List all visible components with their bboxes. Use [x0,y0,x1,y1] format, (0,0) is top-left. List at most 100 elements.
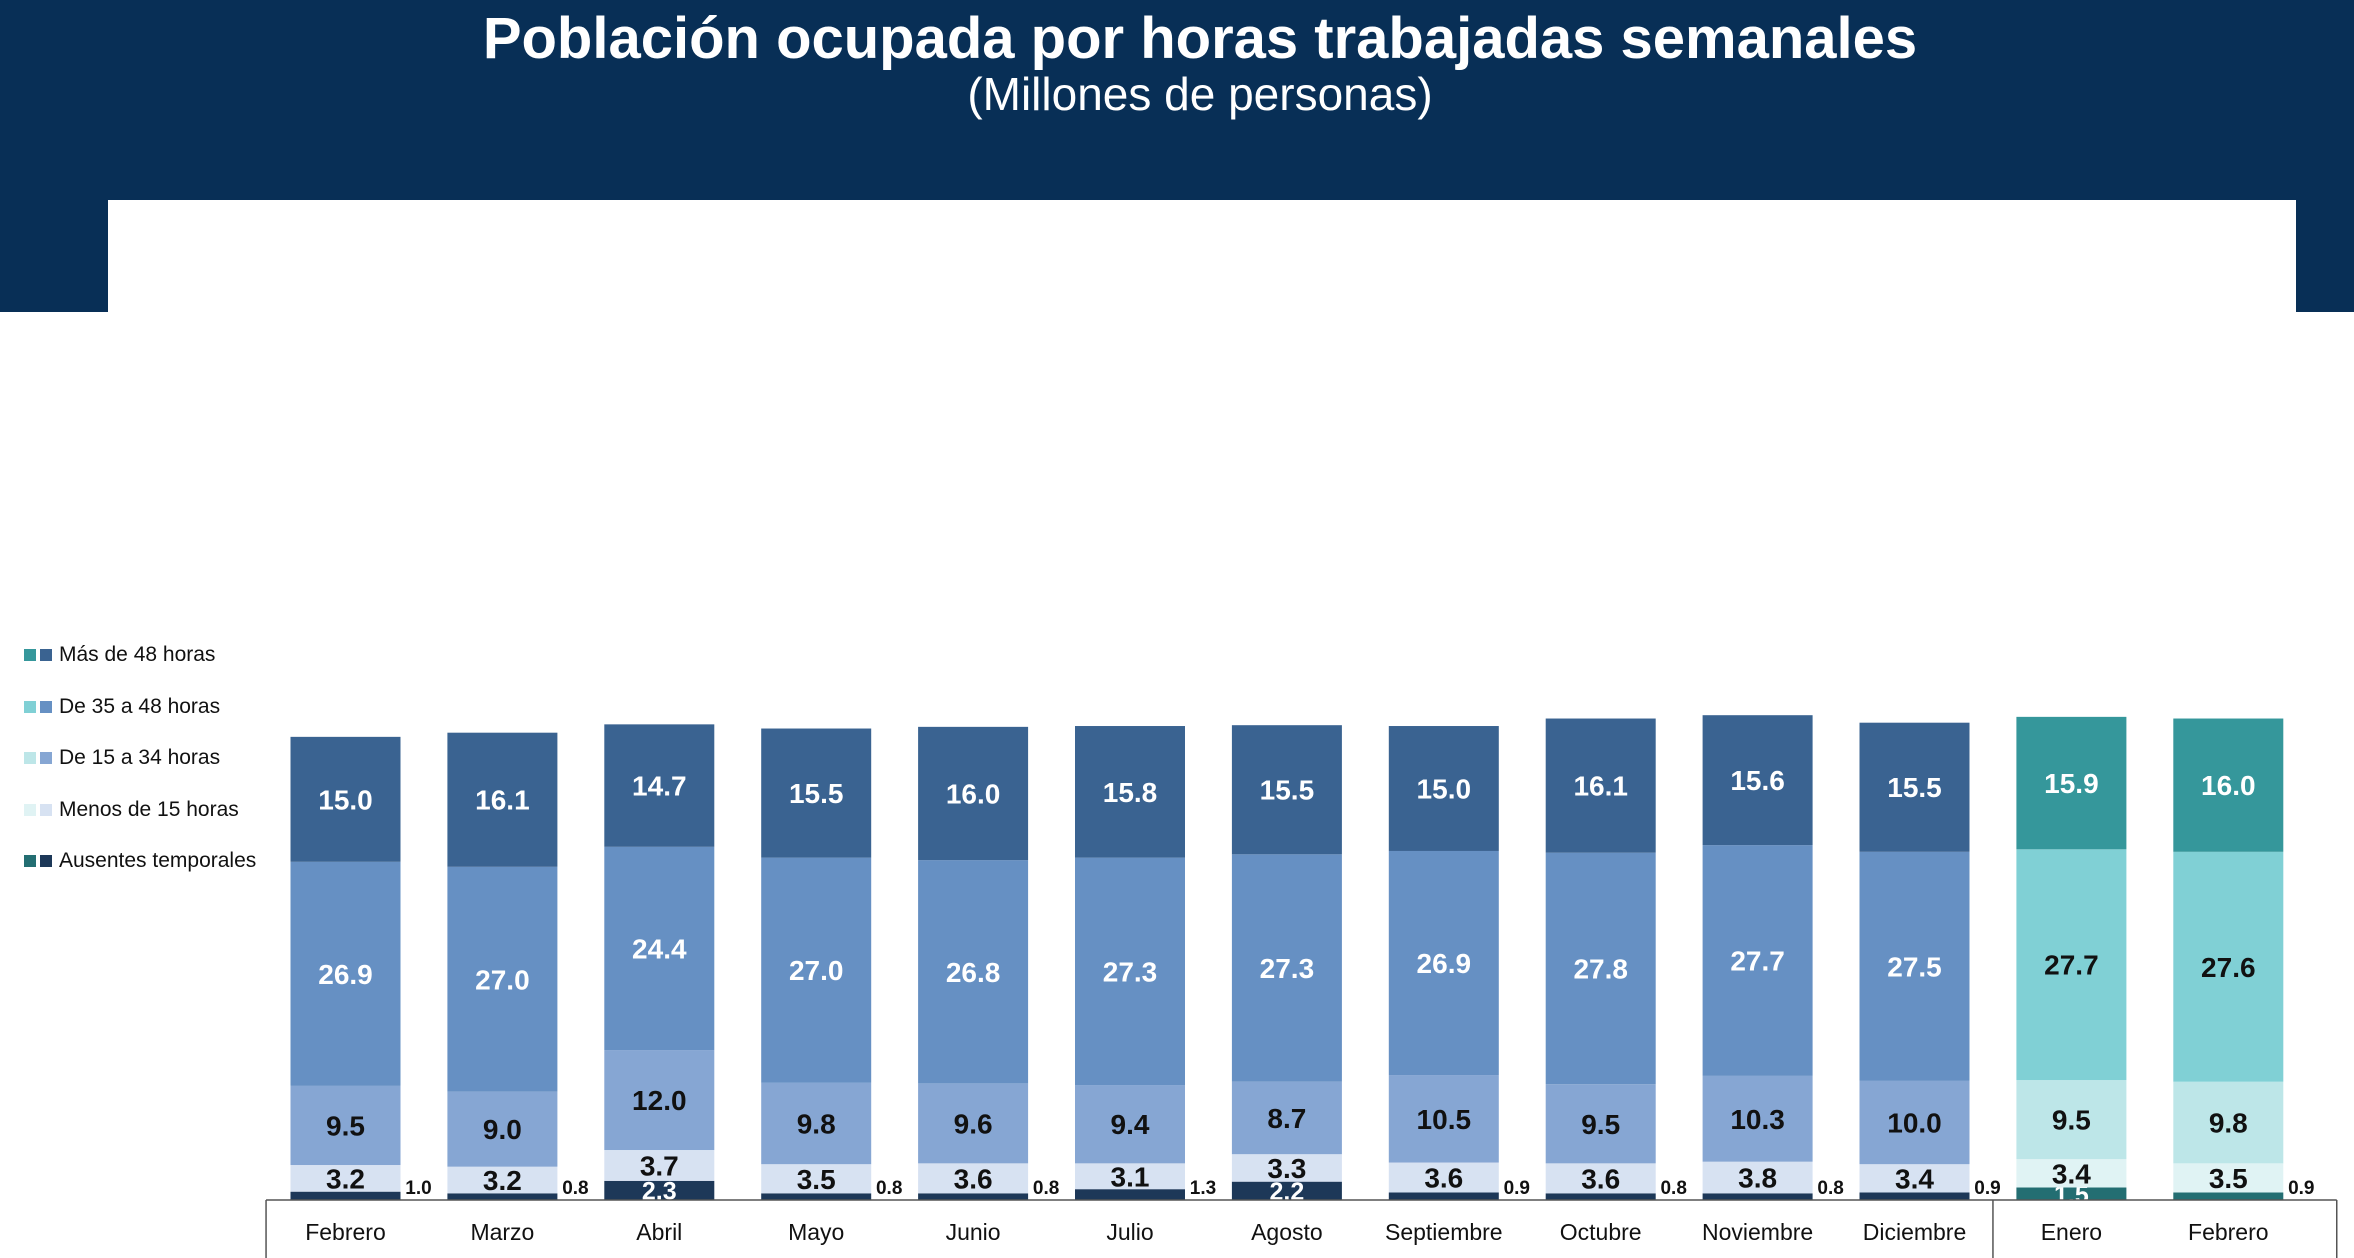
data-label: 16.1 [1573,771,1628,802]
data-label: 3.5 [2209,1163,2248,1194]
legend-item-ausentes: Ausentes temporales [24,849,284,903]
data-label: 27.7 [2044,950,2099,981]
bar-segment [1075,1163,1185,1190]
bar-segment [2016,1187,2127,1200]
data-label: 3.8 [1738,1163,1777,1194]
x-tick-label: Octubre [1560,1219,1642,1245]
data-label: 27.0 [789,955,844,986]
bar-segment [1075,1085,1185,1164]
legend-swatch-current [24,752,36,764]
bar-segment [290,1165,401,1192]
bar-segment [761,1193,872,1200]
bar-segment [604,846,715,1051]
legend-swatch-prior [40,855,52,867]
bar-segment [1388,1192,1499,1200]
data-label: 12.0 [632,1085,687,1116]
bar-segment [1702,715,1813,846]
legend-swatch-prior [40,649,52,661]
data-label: 9.5 [326,1110,365,1141]
x-tick-label: Junio [946,1219,1001,1245]
bar-segment [1859,722,1970,852]
data-label: 16.0 [2201,770,2256,801]
bar-segment [290,1085,401,1166]
data-label: 24.4 [632,933,687,964]
bar-segment [2173,1081,2284,1164]
bar-segment [1545,1193,1656,1200]
legend-swatch-current [24,649,36,661]
legend-label: De 15 a 34 horas [59,746,221,769]
data-label: 15.5 [1260,775,1315,806]
data-label: 15.0 [1417,773,1472,804]
x-tick-label: Mayo [788,1219,844,1245]
bar-segment [1545,1084,1656,1164]
data-label: 10.5 [1417,1104,1472,1135]
data-label: 16.0 [946,778,1001,809]
bar-segment [1388,726,1499,851]
data-label: 2.3 [642,1177,677,1205]
bar-segment [604,1050,715,1151]
bar-segment [1702,1161,1813,1194]
bar-segment [1075,726,1185,858]
bar-segment [2016,716,2127,850]
data-label: 26.9 [1417,948,1472,979]
data-label: 9.8 [2209,1108,2248,1139]
bar-segment [1231,854,1342,1082]
bar-segment [290,736,401,862]
bar-segment [1859,1164,1970,1193]
bar-segment [447,1166,558,1194]
data-label: 8.7 [1267,1103,1306,1134]
data-label: 15.0 [318,784,373,815]
data-label: 3.6 [1581,1163,1620,1194]
bar-segment [1859,1192,1970,1200]
data-label: 2.2 [1270,1178,1305,1206]
bar-segment [761,857,872,1083]
data-label: 0.9 [1974,1178,2000,1199]
data-label: 27.3 [1103,956,1158,987]
x-tick-label: Julio [1106,1219,1153,1245]
bar-segment [918,1163,1029,1194]
bar-segment [1388,1162,1499,1193]
bar-segment [1388,1075,1499,1163]
bar-segment [1545,718,1656,853]
data-label: 15.8 [1103,777,1158,808]
legend-item-mas-48: Más de 48 horas [24,643,284,697]
legend-label: Más de 48 horas [59,643,216,666]
legend: Más de 48 horas De 35 a 48 horas De 15 a… [24,643,284,903]
data-label: 3.4 [1895,1163,1934,1194]
bar-segment [2173,1163,2284,1193]
bar-segment [918,726,1029,861]
data-label: 27.7 [1730,946,1785,977]
data-label: 10.0 [1887,1108,1942,1139]
bar-segment [2016,1080,2127,1160]
x-tick-label: Diciembre [1863,1219,1967,1245]
legend-swatch-prior [40,700,52,713]
x-tick-label: Septiembre [1385,1219,1503,1245]
bar-segment [1859,851,1970,1081]
data-label: 9.5 [1581,1109,1620,1140]
legend-label: Ausentes temporales [59,849,257,872]
legend-swatch-current [24,803,36,816]
data-label: 26.8 [946,957,1001,988]
legend-swatch-current [24,700,36,713]
bar-segment [1231,725,1342,855]
legend-item-15-34: De 15 a 34 horas [24,746,284,800]
x-tick-label: Marzo [470,1219,534,1245]
legend-swatch-prior [40,752,52,764]
bar-segment [1702,1193,1813,1200]
data-label: 27.0 [475,964,530,995]
legend-label: Menos de 15 horas [59,797,239,821]
bar-segment [1702,1075,1813,1162]
bar-segment [2016,1159,2127,1188]
data-label: 26.9 [318,959,373,990]
data-label: 27.6 [2201,952,2256,983]
data-label: 0.8 [1033,1178,1059,1199]
data-label: 3.2 [483,1165,522,1196]
bar-segment [1231,1154,1342,1182]
bar-segment [1231,1081,1342,1155]
data-label: 27.5 [1887,951,1942,982]
data-label: 0.8 [1660,1178,1686,1199]
data-label: 10.3 [1730,1104,1785,1135]
bar-segment [1388,850,1499,1076]
bar-segment [447,732,558,867]
